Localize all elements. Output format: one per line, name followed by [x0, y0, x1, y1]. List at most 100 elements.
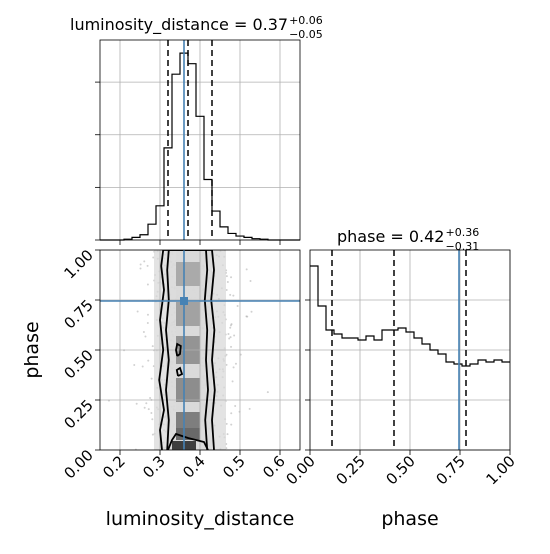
scatter-point	[146, 283, 149, 286]
density-cell-3	[176, 378, 200, 402]
scatter-point	[250, 310, 253, 313]
y-tick-label-phase: 0.50	[60, 346, 96, 382]
scatter-point	[226, 281, 229, 284]
title-phase: phase = 0.42 +0.36 −0.31	[337, 226, 479, 253]
joint-contour-3	[175, 342, 182, 357]
scatter-point	[139, 267, 142, 270]
scatter-point	[266, 391, 269, 394]
density-cell-5	[176, 302, 200, 326]
x-tick-label-phase: 1.00	[482, 452, 518, 488]
scatter-point	[225, 275, 228, 278]
x-tick-label-luminosity-distance: 0.4	[179, 452, 209, 482]
scatter-point	[152, 256, 155, 259]
x-axis-label-luminosity-distance: luminosity_distance	[106, 508, 295, 530]
phase-histogram	[310, 265, 510, 367]
scatter-point	[246, 315, 249, 318]
y-tick-label-phase: 0.25	[60, 396, 96, 432]
scatter-point	[145, 402, 148, 405]
scatter-point	[230, 345, 233, 348]
x-tick-label-phase: 0.75	[432, 452, 468, 488]
x-tick-label-luminosity-distance: 0.3	[139, 452, 169, 482]
scatter-point	[225, 422, 228, 425]
scatter-point	[141, 365, 144, 368]
scatter-point	[149, 397, 152, 400]
x-axis-label-phase: phase	[381, 508, 438, 530]
scatter-point	[248, 407, 251, 410]
scatter-point	[142, 330, 145, 333]
luminosity-distance-histogram-panel	[95, 39, 301, 245]
scatter-point	[236, 305, 239, 308]
title-phase-main: phase = 0.42	[337, 227, 444, 246]
scatter-point	[230, 323, 233, 326]
density-cell-2	[176, 412, 200, 428]
title-phase-plus: +0.36	[445, 226, 479, 239]
scatter-point	[245, 315, 248, 318]
title-phase-minus: −0.31	[445, 240, 479, 253]
y-tick-label-phase: 1.00	[60, 246, 96, 282]
x-tick-label-luminosity-distance: 0.5	[219, 452, 249, 482]
scatter-point	[151, 433, 154, 436]
top-panel-frame	[99, 39, 301, 241]
scatter-point	[143, 406, 146, 409]
scatter-point	[146, 264, 149, 267]
scatter-point	[133, 363, 136, 366]
density-cell-6	[176, 262, 200, 286]
joint-content	[100, 250, 300, 450]
joint-contour-1	[158, 250, 216, 450]
scatter-point	[229, 324, 232, 327]
scatter-point	[228, 337, 231, 340]
title-luminosity-distance: luminosity_distance = 0.37 +0.06 −0.05	[70, 14, 323, 41]
luminosity-distance-histogram	[100, 52, 300, 241]
scatter-point	[227, 332, 230, 335]
scatter-point	[229, 326, 232, 329]
scatter-point	[147, 359, 150, 362]
scatter-point	[143, 260, 146, 263]
scatter-point	[231, 380, 234, 383]
title-luminosity-distance-plus: +0.06	[289, 14, 323, 27]
scatter-point	[230, 276, 233, 279]
scatter-point	[249, 279, 252, 282]
scatter-point	[150, 411, 153, 414]
joint-density-panel: 0.2 0.3 0.4 0.5 0.60.000.250.500.751.00	[60, 246, 301, 482]
scatter-point	[226, 433, 229, 436]
x-tick-label-phase: 0.00	[282, 452, 318, 488]
title-luminosity-distance-main: luminosity_distance = 0.37	[70, 15, 288, 35]
scatter-point	[151, 418, 154, 421]
density-cell-1	[176, 428, 200, 440]
scatter-point	[225, 353, 228, 356]
scatter-point	[232, 366, 235, 369]
x-tick-label-phase: 0.25	[332, 452, 368, 488]
scatter-point	[234, 404, 237, 407]
x-tick-label-phase: 0.50	[382, 452, 418, 488]
scatter-point	[146, 321, 149, 324]
scatter-point	[150, 377, 153, 380]
joint-contour-2	[175, 366, 184, 377]
scatter-point	[230, 412, 233, 415]
scatter-point	[146, 313, 149, 316]
x-tick-label-luminosity-distance: 0.2	[99, 452, 129, 482]
scatter-point	[233, 334, 236, 337]
joint-contour-0	[165, 250, 209, 450]
scatter-point	[229, 293, 232, 296]
scatter-point	[225, 363, 228, 366]
scatter-point	[234, 362, 237, 365]
joint-contour-4	[167, 432, 209, 450]
y-tick-label-phase: 0.75	[60, 296, 96, 332]
scatter-point	[151, 345, 154, 348]
scatter-point	[139, 263, 142, 266]
scatter-point	[230, 423, 233, 426]
y-axis-label-phase: phase	[21, 321, 43, 378]
scatter-point	[135, 402, 138, 405]
joint-truth-marker	[180, 297, 188, 305]
scatter-point	[229, 336, 232, 339]
scatter-point	[136, 310, 139, 313]
scatter-point	[232, 294, 235, 297]
y-tick-label-phase: 0.00	[60, 446, 96, 482]
scatter-point	[245, 268, 248, 271]
scatter-point	[225, 288, 228, 291]
scatter-point	[144, 335, 147, 338]
scatter-point	[147, 408, 150, 411]
title-luminosity-distance-minus: −0.05	[289, 28, 323, 41]
